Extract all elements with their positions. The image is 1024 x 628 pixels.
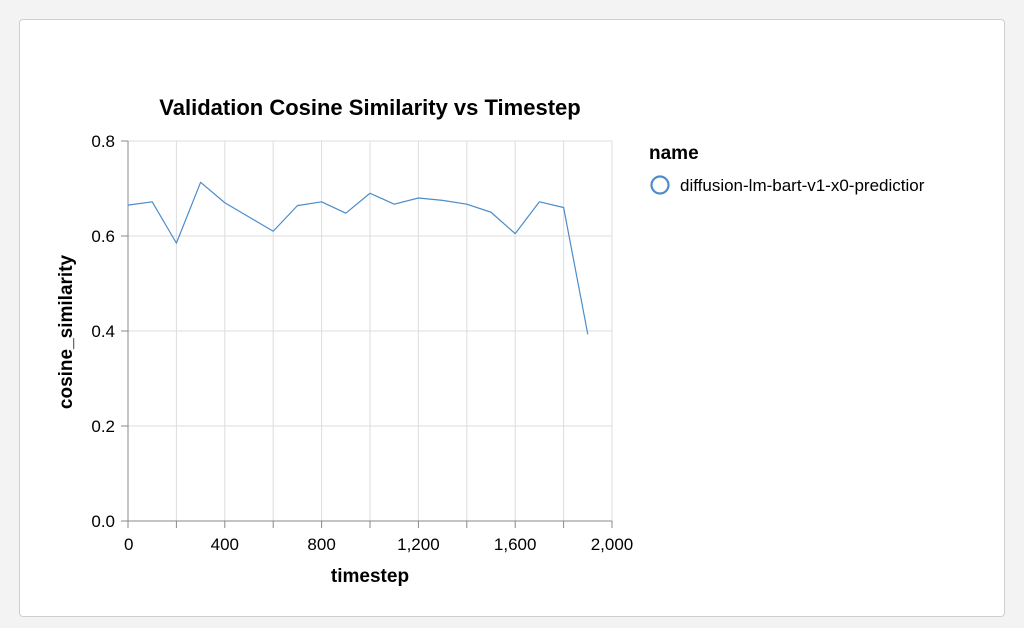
y-tick-label: 0.4 [91, 322, 115, 341]
x-axis-title: timestep [331, 566, 409, 587]
y-tick-label: 0.0 [91, 512, 115, 531]
legend: name diffusion-lm-bart-v1-x0-predictior [649, 143, 925, 195]
y-tick-label: 0.8 [91, 132, 115, 151]
y-tick-label: 0.6 [91, 227, 115, 246]
x-tick-label: 800 [307, 535, 335, 554]
x-tick-label: 2,000 [591, 535, 634, 554]
x-tick-label: 0 [124, 535, 133, 554]
chart-title: Validation Cosine Similarity vs Timestep [159, 95, 580, 120]
legend-entry-label[interactable]: diffusion-lm-bart-v1-x0-predictior [680, 176, 925, 195]
line-chart: 0.0 0.2 0.4 0.6 0.8 0 400 800 1,200 1,600 2,000 Va… [56, 95, 925, 587]
chart-card: 0.0 0.2 0.4 0.6 0.8 0 400 800 1,200 1,600 2,000 Va… [19, 19, 1005, 617]
x-tick-label: 1,600 [494, 535, 537, 554]
legend-title: name [649, 143, 699, 164]
series-layer [127, 181, 589, 335]
x-tick-label: 400 [211, 535, 239, 554]
x-tick-label: 1,200 [397, 535, 440, 554]
axes: 0.0 0.2 0.4 0.6 0.8 0 400 800 1,200 1,600 2,000 [91, 132, 633, 554]
y-axis-title: cosine_similarity [56, 254, 77, 409]
legend-symbol[interactable] [650, 175, 670, 195]
y-tick-label: 0.2 [91, 417, 115, 436]
grid [127, 140, 613, 522]
series-line[interactable] [127, 181, 589, 335]
